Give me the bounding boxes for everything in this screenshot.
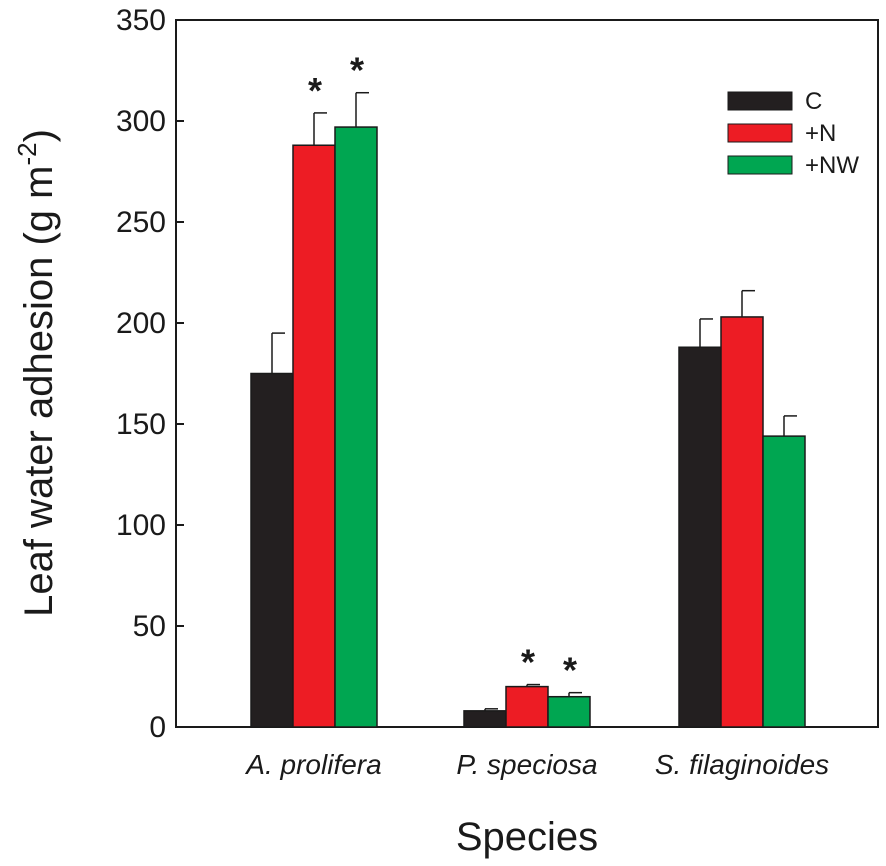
y-tick-label: 300 bbox=[116, 105, 166, 138]
bar bbox=[292, 144, 336, 728]
y-axis-label: Leaf water adhesion (g m-2) bbox=[12, 129, 61, 617]
significance-marker: * bbox=[350, 50, 364, 91]
legend-swatch bbox=[727, 123, 793, 143]
bar bbox=[463, 710, 507, 728]
y-tick-label: 150 bbox=[116, 408, 166, 441]
y-tick-label: 350 bbox=[116, 4, 166, 37]
bar bbox=[762, 435, 806, 728]
legend-label: +N bbox=[805, 120, 836, 147]
y-axis-label-main: Leaf water adhesion (g m bbox=[17, 166, 61, 617]
x-axis-label: Species bbox=[456, 815, 598, 859]
y-tick-label: 50 bbox=[133, 610, 166, 643]
x-tick-label: S. filaginoides bbox=[655, 749, 829, 780]
x-tick-label: A. prolifera bbox=[244, 749, 381, 780]
legend-label: +NW bbox=[805, 152, 859, 179]
y-tick-label: 250 bbox=[116, 206, 166, 239]
significance-marker: * bbox=[521, 642, 535, 683]
y-tick-label: 0 bbox=[149, 711, 166, 744]
legend-label: C bbox=[805, 88, 822, 115]
bar bbox=[505, 685, 549, 728]
bar bbox=[720, 316, 764, 728]
bar bbox=[547, 695, 591, 728]
y-axis-label-close: ) bbox=[17, 129, 61, 142]
y-tick-label: 100 bbox=[116, 509, 166, 542]
y-axis-label-superscript: -2 bbox=[12, 142, 42, 165]
legend-swatch bbox=[727, 155, 793, 175]
bar bbox=[250, 372, 294, 728]
y-tick-label: 200 bbox=[116, 307, 166, 340]
significance-marker: * bbox=[308, 70, 322, 111]
significance-marker: * bbox=[563, 650, 577, 691]
bar bbox=[678, 346, 722, 728]
legend-swatch bbox=[727, 91, 793, 111]
bar bbox=[334, 126, 378, 728]
x-tick-label: P. speciosa bbox=[456, 749, 597, 780]
